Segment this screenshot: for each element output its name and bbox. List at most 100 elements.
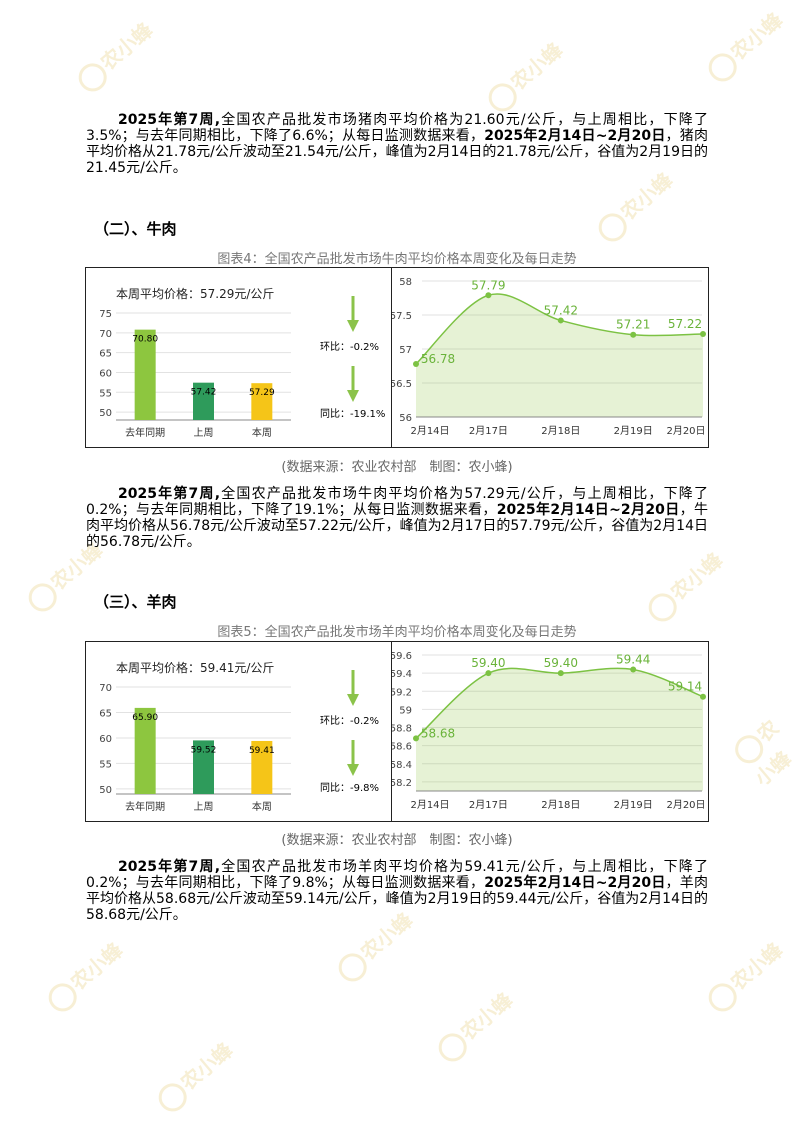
watermark: 农小蜂 bbox=[430, 985, 519, 1067]
change-value: -0.2% bbox=[350, 716, 379, 727]
data-point bbox=[700, 693, 706, 700]
y-tick-label: 75 bbox=[99, 309, 112, 320]
data-point bbox=[630, 666, 637, 673]
x-tick-label: 本周 bbox=[252, 426, 272, 439]
y-tick-label: 57.5 bbox=[392, 311, 412, 322]
y-tick-label: 57 bbox=[399, 345, 412, 356]
watermark: 农小蜂 bbox=[727, 710, 794, 791]
bee-logo-icon bbox=[42, 977, 83, 1017]
x-tick-label: 2月17日 bbox=[469, 799, 508, 811]
down-arrow-head-icon bbox=[347, 320, 359, 332]
data-point bbox=[557, 670, 564, 677]
down-arrow-head-icon bbox=[347, 764, 359, 776]
y-tick-label: 59 bbox=[399, 705, 412, 716]
data-point bbox=[630, 331, 637, 338]
mutton-paragraph: 2025年第7周,全国农产品批发市场羊肉平均价格为59.41元/公斤，与上周相比… bbox=[86, 859, 708, 923]
change-value: -0.2% bbox=[350, 342, 379, 353]
data-label: 58.68 bbox=[421, 726, 455, 740]
bar bbox=[251, 383, 273, 420]
week-label: 2025年第7周, bbox=[118, 112, 221, 128]
beef-line-chart: 56 56.5 57 57.5 58 56.78 2月14日 57.79 2月17日 57.42 2… bbox=[392, 277, 706, 437]
data-label: 59.14 bbox=[668, 680, 702, 694]
bee-logo-icon bbox=[729, 729, 769, 769]
x-tick-label: 2月17日 bbox=[469, 425, 508, 437]
y-tick-label: 70 bbox=[99, 683, 112, 694]
watermark: 农小蜂 bbox=[40, 935, 129, 1017]
bar bbox=[134, 329, 156, 420]
change-indicator: 同比：-9.8% bbox=[320, 782, 379, 794]
bar-value-label: 57.42 bbox=[191, 388, 217, 398]
figure-source-mutton: (数据来源：农业农村部 制图：农小蜂) bbox=[281, 833, 513, 848]
bee-logo-icon bbox=[702, 977, 743, 1017]
watermark: 农小蜂 bbox=[70, 15, 159, 97]
y-tick-label: 55 bbox=[99, 759, 112, 770]
data-point bbox=[413, 735, 419, 742]
beef-chart-panel: 本周平均价格：57.29元/公斤 50 55 60 65 70 75 70.80 去年同期 57.… bbox=[85, 267, 709, 448]
series-line bbox=[415, 293, 704, 365]
data-label: 57.79 bbox=[471, 278, 505, 292]
bar-value-label: 59.41 bbox=[249, 746, 275, 756]
panel-divider bbox=[391, 268, 392, 447]
y-tick-label: 65 bbox=[99, 708, 112, 719]
change-indicator: 环比：-0.2% bbox=[320, 341, 379, 353]
x-tick-label: 2月20日 bbox=[666, 799, 705, 811]
y-tick-label: 60 bbox=[99, 368, 112, 379]
y-tick-label: 56.5 bbox=[392, 379, 412, 390]
y-tick-label: 59.6 bbox=[392, 651, 412, 662]
beef-bar-chart: 本周平均价格：57.29元/公斤 50 55 60 65 70 75 70.80 去年同期 57.… bbox=[99, 286, 385, 439]
bee-logo-icon bbox=[592, 207, 633, 247]
data-label: 56.78 bbox=[421, 352, 455, 366]
change-label: 同比： bbox=[320, 782, 350, 794]
x-tick-label: 2月18日 bbox=[541, 425, 580, 437]
data-label: 59.44 bbox=[616, 653, 650, 667]
y-tick-label: 70 bbox=[99, 329, 112, 340]
bar-value-label: 70.80 bbox=[132, 335, 158, 345]
down-arrow-head-icon bbox=[347, 694, 359, 706]
data-point bbox=[485, 670, 492, 677]
x-tick-label: 2月14日 bbox=[410, 425, 449, 437]
data-point bbox=[557, 317, 564, 324]
x-tick-label: 去年同期 bbox=[125, 800, 165, 813]
x-tick-label: 2月14日 bbox=[410, 799, 449, 811]
bar-value-label: 57.29 bbox=[249, 388, 275, 398]
bar-value-label: 59.52 bbox=[191, 745, 217, 755]
date-range-label: 2025年2月14日~2月20日 bbox=[484, 128, 666, 144]
area-fill bbox=[416, 668, 703, 791]
data-label: 57.22 bbox=[668, 317, 702, 331]
watermark: 农小蜂 bbox=[640, 545, 729, 627]
mutton-chart-panel: 本周平均价格：59.41元/公斤 50 55 60 65 70 65.90 去年同期 59.52… bbox=[85, 641, 709, 822]
area-fill bbox=[416, 294, 703, 417]
x-tick-label: 2月18日 bbox=[541, 799, 580, 811]
x-tick-label: 2月19日 bbox=[614, 425, 653, 437]
paragraph-text: ，猪肉平均价格从21.78元/公斤波动至21.54元/公斤，峰值为2月14日的2… bbox=[86, 128, 708, 176]
mutton-bar-chart: 本周平均价格：59.41元/公斤 50 55 60 65 70 65.90 去年同期 59.52… bbox=[99, 660, 379, 813]
watermark: 农小蜂 bbox=[480, 35, 569, 117]
y-tick-label: 55 bbox=[99, 388, 112, 399]
watermark: 农小蜂 bbox=[150, 1035, 239, 1117]
bee-logo-icon bbox=[702, 47, 743, 87]
data-point bbox=[485, 292, 492, 299]
data-label: 57.42 bbox=[544, 303, 578, 317]
bee-logo-icon bbox=[432, 1027, 473, 1067]
data-label: 57.21 bbox=[616, 318, 650, 332]
y-tick-label: 50 bbox=[99, 785, 112, 796]
bee-logo-icon bbox=[332, 947, 373, 987]
y-tick-label: 65 bbox=[99, 349, 112, 360]
paragraph-text: ，羊肉平均价格从58.68元/公斤波动至59.14元/公斤，峰值为2月19日的5… bbox=[86, 875, 708, 923]
watermark: 农小蜂 bbox=[700, 5, 789, 87]
bar bbox=[134, 707, 156, 794]
x-tick-label: 去年同期 bbox=[125, 426, 165, 439]
section-title-mutton: （三）、羊肉 bbox=[94, 593, 177, 611]
watermark: 农小蜂 bbox=[700, 935, 789, 1017]
y-tick-label: 58 bbox=[399, 277, 412, 288]
y-tick-label: 59.4 bbox=[392, 669, 412, 680]
week-label: 2025年第7周, bbox=[118, 486, 221, 502]
panel-divider bbox=[391, 642, 392, 821]
date-range-label: 2025年2月14日~2月20日 bbox=[496, 502, 680, 518]
down-arrow-head-icon bbox=[347, 390, 359, 402]
change-label: 环比： bbox=[320, 715, 350, 727]
figure-caption-beef: 图表4：全国农产品批发市场牛肉平均价格本周变化及每日走势 bbox=[217, 252, 577, 267]
change-indicator: 环比：-0.2% bbox=[320, 715, 379, 727]
figure-caption-mutton: 图表5：全国农产品批发市场羊肉平均价格本周变化及每日走势 bbox=[217, 625, 577, 640]
x-tick-label: 上周 bbox=[194, 801, 214, 813]
